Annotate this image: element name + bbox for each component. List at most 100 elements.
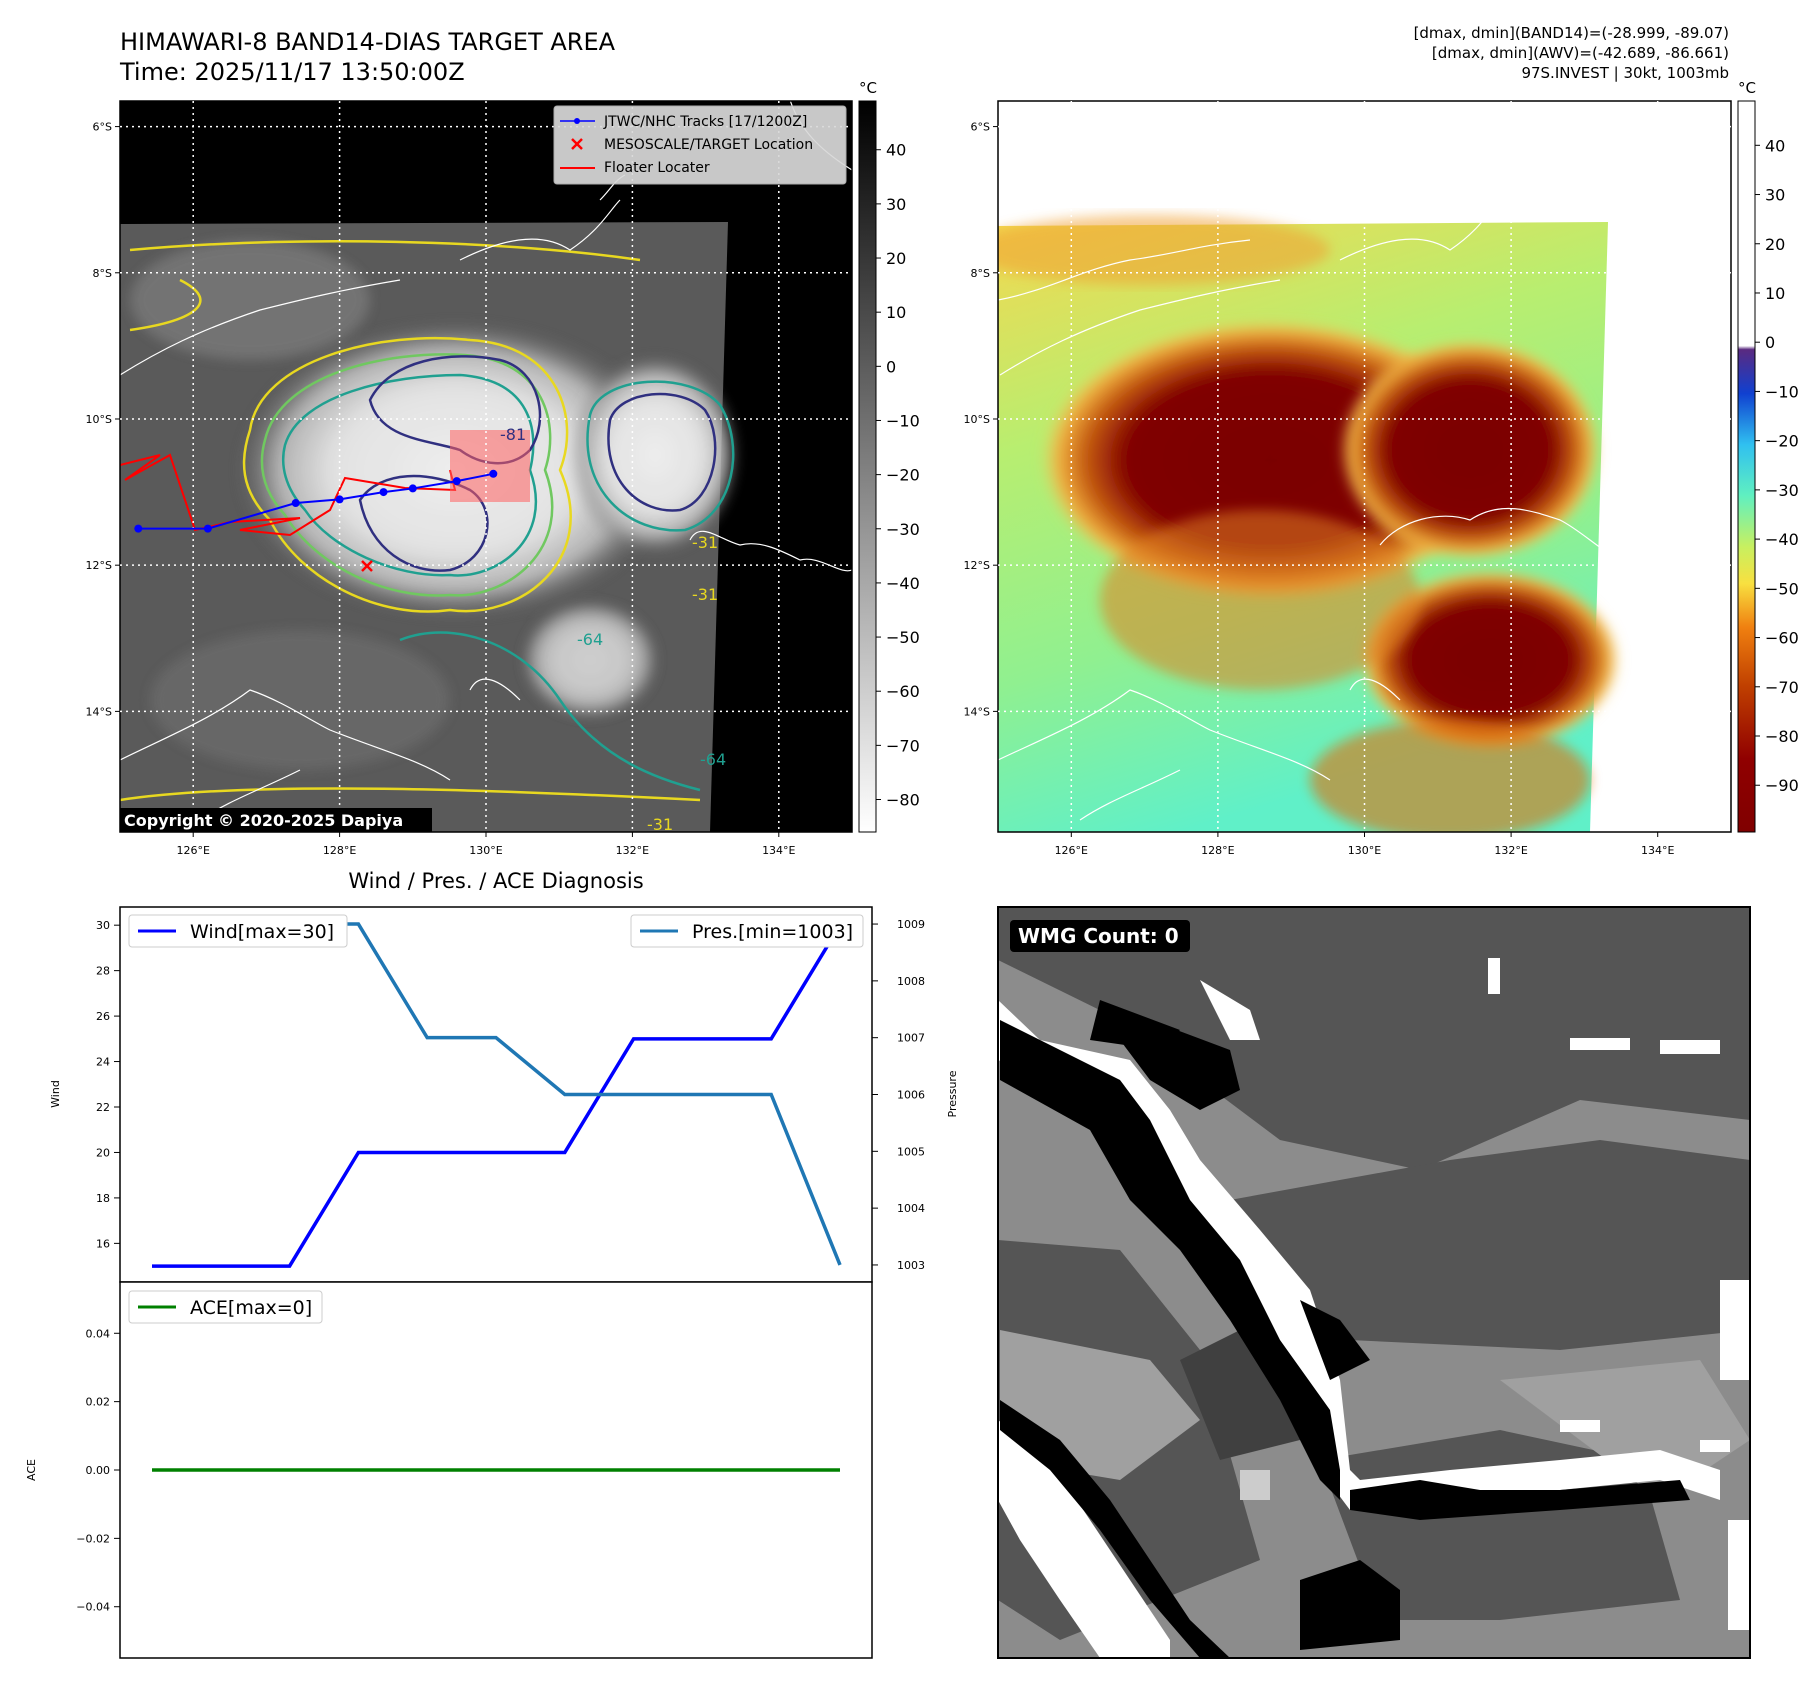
pressure-legend-label: Pres.[min=1003] bbox=[692, 921, 853, 943]
track-point bbox=[409, 484, 417, 492]
wind-tick-label: 18 bbox=[96, 1192, 110, 1205]
awv-lat-tick-label: 8°S bbox=[971, 267, 990, 280]
band14-colorbar-tick-label: 30 bbox=[886, 195, 906, 214]
pressure-tick-label: 1003 bbox=[897, 1259, 925, 1272]
awv-colorbar-tick-label: −50 bbox=[1765, 579, 1799, 598]
track-point bbox=[204, 525, 212, 533]
ace-legend: ACE[max=0] bbox=[129, 1291, 322, 1323]
awv-colorbar-tick-label: 40 bbox=[1765, 136, 1785, 155]
band14-colorbar-tick-label: −60 bbox=[886, 682, 920, 701]
awv-lon-tick-label: 132°E bbox=[1494, 844, 1527, 857]
ace-chart: 0.04 0.02 0.00 −0.02 −0.04 ACE ACE[max=0] bbox=[25, 1282, 872, 1658]
awv-colorbar-tick-label: −10 bbox=[1765, 382, 1799, 401]
awv-lat-tick-label: 6°S bbox=[971, 121, 990, 134]
wmg-count-label: WMG Count: 0 bbox=[1018, 924, 1179, 948]
awv-colorbar-tick-label: −70 bbox=[1765, 678, 1799, 697]
band14-lat-tick-label: 6°S bbox=[93, 121, 112, 134]
ace-tick-label: −0.04 bbox=[76, 1601, 110, 1614]
wind-axis-label: Wind bbox=[49, 1080, 62, 1108]
track-point bbox=[336, 495, 344, 503]
ace-tick-label: 0.02 bbox=[86, 1396, 111, 1409]
wind-tick-label: 16 bbox=[96, 1237, 110, 1250]
band14-lon-tick-label: 130°E bbox=[469, 844, 502, 857]
awv-colorbar-tick-label: −60 bbox=[1765, 629, 1799, 648]
track-point bbox=[489, 470, 497, 478]
ace-tick-label: 0.00 bbox=[86, 1464, 111, 1477]
band14-lat-tick-label: 12°S bbox=[86, 559, 112, 572]
wind-legend-label: Wind[max=30] bbox=[190, 921, 334, 943]
pressure-tick-label: 1006 bbox=[897, 1089, 925, 1102]
legend-track-label: JTWC/NHC Tracks [17/1200Z] bbox=[603, 114, 807, 130]
band14-colorbar-tick-label: 0 bbox=[886, 357, 896, 376]
awv-lat-tick-label: 12°S bbox=[964, 559, 990, 572]
svg-text:-31: -31 bbox=[692, 533, 718, 552]
awv-lat-tick-label: 10°S bbox=[964, 413, 990, 426]
map-legend: JTWC/NHC Tracks [17/1200Z] MESOSCALE/TAR… bbox=[554, 106, 846, 184]
awv-colorbar-unit: °C bbox=[1738, 79, 1756, 97]
awv-colorbar: °C 40 30 20 10 0 −10 −20 −30 −40 −50 −60 −70 −80 −90 bbox=[1738, 79, 1799, 832]
ace-legend-label: ACE[max=0] bbox=[190, 1297, 312, 1319]
band14-colorbar-tick-label: −20 bbox=[886, 466, 920, 485]
track-point bbox=[292, 499, 300, 507]
wmg-panel: WMG Count: 0 bbox=[998, 907, 1750, 1658]
awv-colorbar-tick-label: 20 bbox=[1765, 235, 1785, 254]
awv-lon-tick-label: 134°E bbox=[1641, 844, 1674, 857]
pressure-tick-label: 1007 bbox=[897, 1032, 925, 1045]
awv-colorbar-tick-label: −80 bbox=[1765, 727, 1799, 746]
legend-target-label: MESOSCALE/TARGET Location bbox=[604, 137, 813, 153]
storm-info: 97S.INVEST | 30kt, 1003mb bbox=[1521, 64, 1729, 82]
awv-lon-tick-label: 128°E bbox=[1201, 844, 1234, 857]
awv-colorbar-tick-label: −90 bbox=[1765, 776, 1799, 795]
wind-tick-label: 26 bbox=[96, 1010, 110, 1023]
wind-tick-label: 30 bbox=[96, 919, 110, 932]
figure-time: Time: 2025/11/17 13:50:00Z bbox=[119, 58, 465, 86]
awv-colorbar-tick-label: −20 bbox=[1765, 432, 1799, 451]
band14-lon-tick-label: 132°E bbox=[616, 844, 649, 857]
wind-tick-label: 22 bbox=[96, 1101, 110, 1114]
awv-colorbar-tick-label: 30 bbox=[1765, 186, 1785, 205]
track-point bbox=[134, 525, 142, 533]
band14-lon-tick-label: 134°E bbox=[762, 844, 795, 857]
wind-legend: Wind[max=30] bbox=[129, 915, 347, 947]
diagnosis-title: Wind / Pres. / ACE Diagnosis bbox=[348, 869, 643, 893]
ace-axis-label: ACE bbox=[25, 1459, 38, 1481]
band14-colorbar-tick-label: −40 bbox=[886, 574, 920, 593]
awv-lat-tick-label: 14°S bbox=[964, 705, 990, 718]
figure-title: HIMAWARI-8 BAND14-DIAS TARGET AREA bbox=[120, 28, 616, 56]
copyright-label: Copyright © 2020-2025 Dapiya bbox=[124, 811, 403, 830]
ace-tick-label: 0.04 bbox=[86, 1327, 111, 1340]
band14-colorbar-tick-label: −80 bbox=[886, 791, 920, 810]
band14-colorbar-tick-label: −70 bbox=[886, 736, 920, 755]
svg-text:-31: -31 bbox=[692, 585, 718, 604]
awv-colorbar-tick-label: −30 bbox=[1765, 481, 1799, 500]
band14-colorbar-tick-label: −50 bbox=[886, 628, 920, 647]
band14-colorbar-tick-label: −30 bbox=[886, 520, 920, 539]
band14-map: -81 -31 -31 -64 -64 -31 JTWC/NHC Tracks … bbox=[86, 100, 852, 857]
band14-colorbar-tick-label: 40 bbox=[886, 141, 906, 160]
track-point bbox=[453, 477, 461, 485]
awv-lon-tick-label: 126°E bbox=[1055, 844, 1088, 857]
pressure-legend: Pres.[min=1003] bbox=[631, 915, 863, 947]
awv-map: 126°E 128°E 130°E 132°E 134°E 6°S 8°S 10°S 12°S… bbox=[964, 101, 1731, 857]
band14-lat-tick-label: 10°S bbox=[86, 413, 112, 426]
band14-lat-tick-label: 14°S bbox=[86, 705, 112, 718]
pressure-tick-label: 1004 bbox=[897, 1202, 925, 1215]
band14-colorbar: °C 40 30 20 10 0 −10 −20 −30 −40 −50 −60 −70 −80 bbox=[859, 79, 920, 832]
band14-lon-tick-label: 128°E bbox=[323, 844, 356, 857]
awv-colorbar-tick-label: −40 bbox=[1765, 530, 1799, 549]
awv-colorbar-tick-label: 10 bbox=[1765, 284, 1785, 303]
pressure-tick-label: 1009 bbox=[897, 918, 925, 931]
ace-tick-label: −0.02 bbox=[76, 1532, 110, 1545]
wind-pressure-chart: 16 18 20 22 24 26 28 30 1003 1004 1005 1006 1007 1008… bbox=[49, 907, 959, 1282]
awv-colorbar-tick-label: 0 bbox=[1765, 333, 1775, 352]
stats-awv: [dmax, dmin](AWV)=(-42.689, -86.661) bbox=[1432, 44, 1729, 62]
band14-colorbar-tick-label: −10 bbox=[886, 411, 920, 430]
band14-colorbar-tick-label: 20 bbox=[886, 249, 906, 268]
wind-tick-label: 28 bbox=[96, 965, 110, 978]
svg-text:-64: -64 bbox=[700, 750, 726, 769]
pressure-axis-label: Pressure bbox=[946, 1070, 959, 1117]
wind-tick-label: 20 bbox=[96, 1146, 110, 1159]
band14-lat-tick-label: 8°S bbox=[93, 267, 112, 280]
